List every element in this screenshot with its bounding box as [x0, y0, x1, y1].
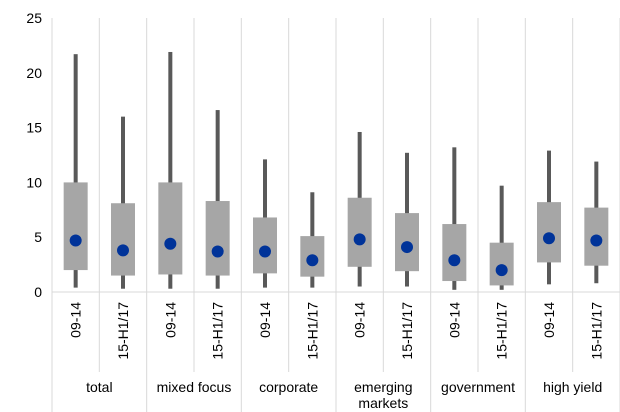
median-marker	[69, 234, 82, 247]
group-label: government	[441, 379, 515, 395]
group-label: markets	[358, 395, 408, 411]
y-tick-label: 25	[26, 10, 42, 26]
whisker	[168, 51, 173, 289]
x-tick-label: 09-14	[446, 302, 462, 338]
group-label: emerging	[354, 379, 412, 395]
group-label: mixed focus	[157, 379, 232, 395]
box	[442, 224, 467, 282]
whisker	[73, 54, 78, 288]
y-tick-label: 20	[26, 65, 42, 81]
x-tick-label: 15-H1/17	[115, 302, 131, 360]
whisker	[499, 185, 504, 290]
x-tick-label: 15-H1/17	[304, 302, 320, 360]
median-marker	[211, 245, 224, 258]
whisker	[121, 116, 125, 289]
group-label: corporate	[259, 379, 318, 395]
y-tick-label: 10	[26, 174, 42, 190]
x-tick-label: 09-14	[352, 302, 368, 338]
y-tick-label: 15	[26, 120, 42, 136]
box	[111, 203, 135, 276]
x-tick-label: 09-14	[68, 302, 84, 338]
x-tick-label: 15-H1/17	[399, 302, 415, 360]
x-tick-label: 15-H1/17	[210, 302, 226, 360]
y-tick-label: 5	[34, 229, 42, 245]
x-tick-label: 09-14	[257, 302, 273, 338]
median-marker	[495, 264, 508, 277]
whisker	[452, 147, 457, 290]
box	[158, 182, 183, 275]
median-marker	[164, 237, 177, 250]
median-marker	[117, 244, 129, 257]
box	[347, 197, 372, 267]
median-marker	[306, 254, 319, 267]
box	[489, 242, 514, 286]
median-marker	[401, 241, 413, 254]
median-marker	[353, 233, 366, 246]
box	[205, 201, 230, 276]
median-marker	[543, 232, 555, 245]
x-tick-label: 15-H1/17	[588, 302, 604, 360]
whisker	[215, 110, 220, 289]
median-marker	[448, 254, 461, 267]
median-marker	[259, 245, 271, 258]
x-tick-label: 09-14	[541, 302, 557, 338]
y-tick-label: 0	[34, 284, 42, 300]
box	[537, 202, 561, 263]
group-label: high yield	[543, 379, 602, 395]
median-marker	[590, 234, 603, 247]
box	[63, 182, 88, 271]
x-tick-label: 15-H1/17	[494, 302, 510, 360]
x-tick-label: 09-14	[162, 302, 178, 338]
box	[253, 217, 277, 274]
group-label: total	[86, 379, 112, 395]
